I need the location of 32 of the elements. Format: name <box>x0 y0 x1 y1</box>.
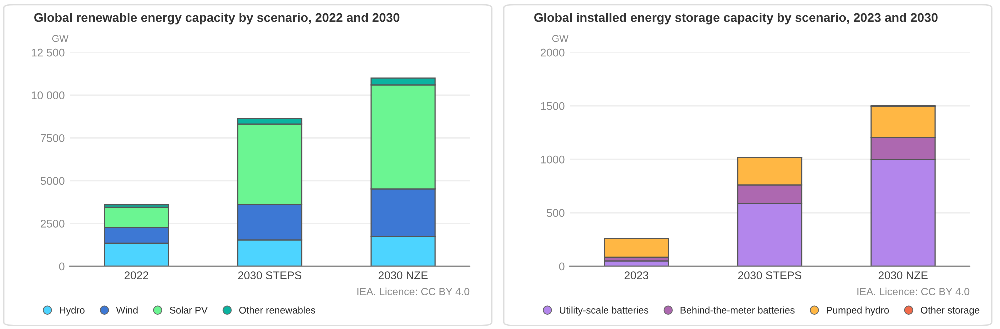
legend-label: Behind-the-meter batteries <box>680 306 795 314</box>
y-tick-label: 1000 <box>541 156 565 164</box>
legend-label: Utility-scale batteries <box>560 306 649 316</box>
y-tick-label: 2500 <box>40 220 65 228</box>
x-tick-label: 2023 <box>624 272 649 280</box>
y-tick-label: 10 000 <box>32 92 65 100</box>
legend-label: Hydro <box>60 306 85 316</box>
x-tick-label: 2022 <box>124 272 148 280</box>
x-tick-label: 2030 STEPS <box>738 272 802 280</box>
chart-title: Global renewable energy capacity by scenario, 2022 and 2030 <box>34 13 400 25</box>
legend-label: Pumped hydro <box>827 306 890 316</box>
y-axis-title: GW <box>52 35 69 42</box>
chart-title: Global installed energy storage capacity by scenario, 2023 and 2030 <box>534 13 938 25</box>
text: IEA. Licence: CC BY 4.0 <box>858 288 970 296</box>
y-tick-label: 2000 <box>540 48 565 57</box>
y-tick-label: 1500 <box>541 102 565 110</box>
text: IEA. Licence: CC BY 4.0 <box>358 288 470 296</box>
y-tick-label: 5000 <box>40 177 65 186</box>
legend-label: Other storage <box>921 306 980 316</box>
y-tick-label: 12 500 <box>32 48 65 57</box>
x-tick-label: 2030 NZE <box>878 272 928 280</box>
legend-label: Other renewables <box>240 306 316 314</box>
bar <box>604 238 670 258</box>
x-tick-label: 2030 NZE <box>378 272 428 280</box>
y-tick-label: 500 <box>547 209 565 218</box>
y-tick-label: 7500 <box>40 134 65 142</box>
y-axis-title: GW <box>552 35 569 42</box>
y-tick-label: 0 <box>59 262 65 271</box>
x-tick-label: 2030 STEPS <box>238 272 302 280</box>
legend-label: Wind <box>116 306 138 314</box>
legend-label: Solar PV <box>170 306 208 314</box>
y-tick-label: 0 <box>559 262 565 271</box>
